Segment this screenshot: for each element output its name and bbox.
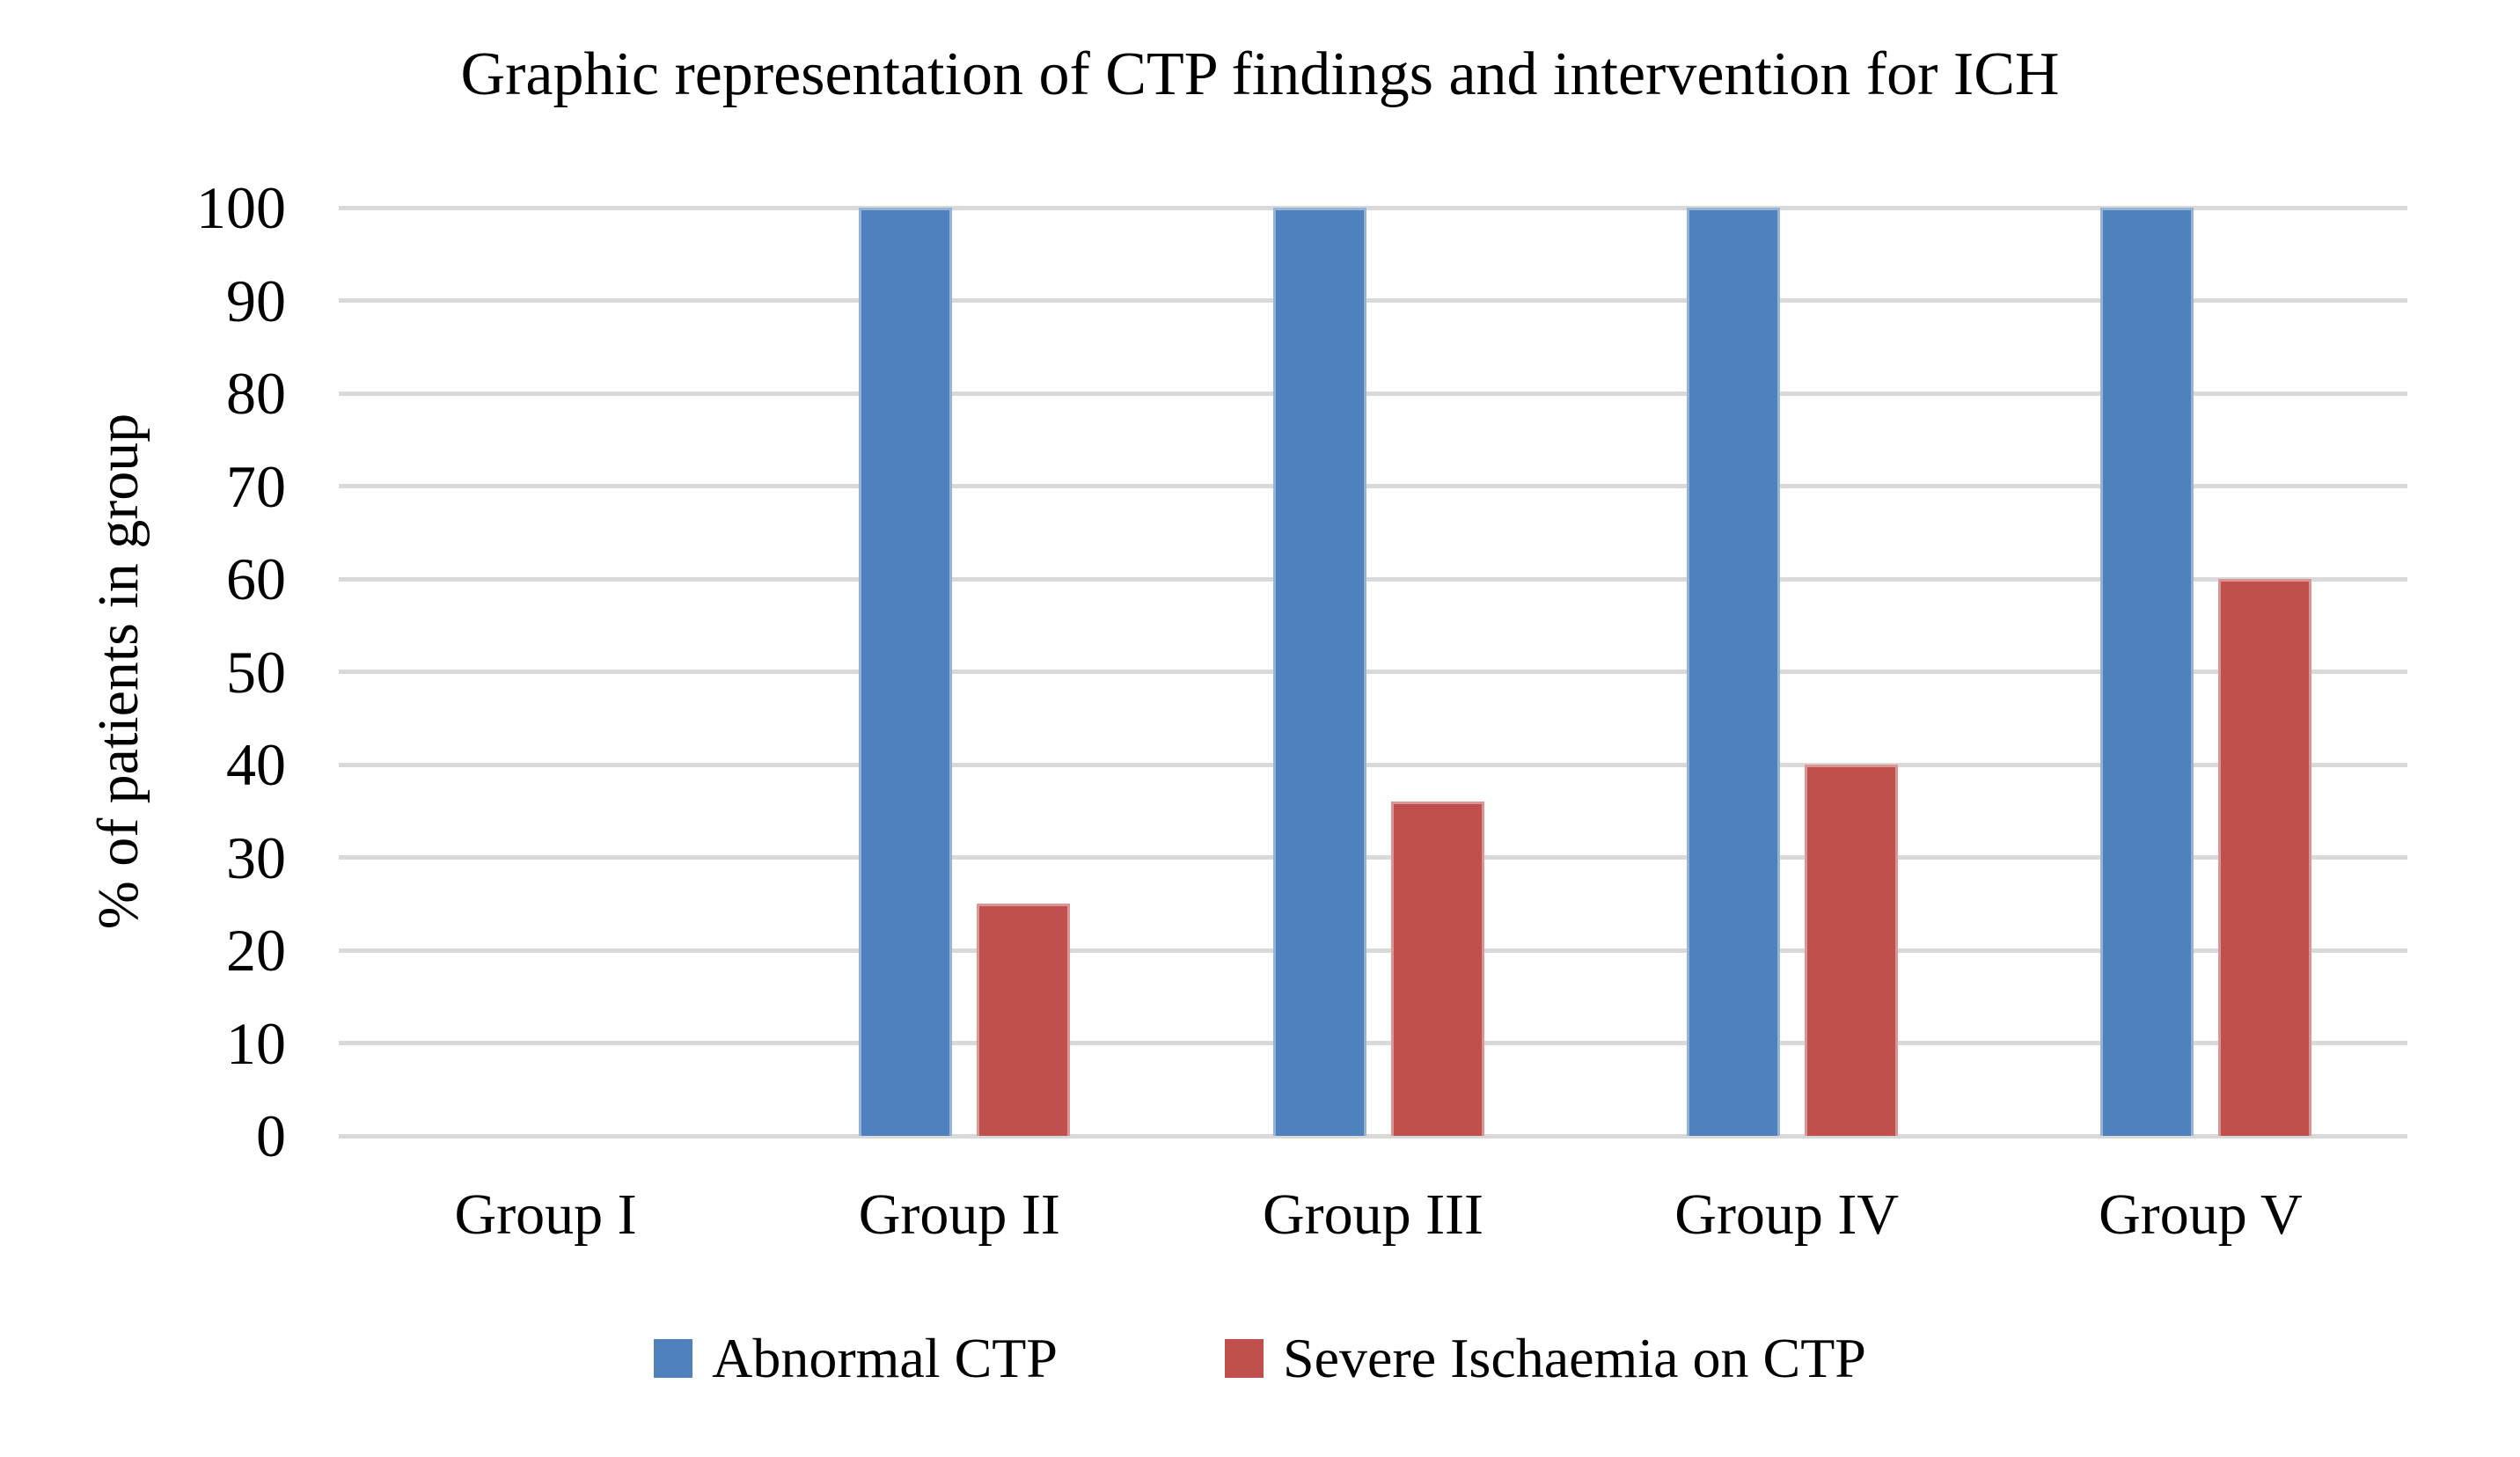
bar-severe-ischaemia-on-ctp-group-ii — [977, 904, 1071, 1136]
y-tick-label-60: 60 — [226, 545, 286, 612]
legend-label-abnormal-ctp: Abnormal CTP — [712, 1327, 1058, 1389]
legend: Abnormal CTP Severe Ischaemia on CTP — [0, 1330, 2520, 1387]
gridline-50 — [339, 670, 2407, 674]
gridline-100 — [339, 205, 2407, 210]
y-tick-label-10: 10 — [226, 1009, 286, 1077]
legend-item-abnormal-ctp: Abnormal CTP — [654, 1330, 1058, 1387]
y-tick-label-30: 30 — [226, 824, 286, 891]
y-axis-tick-labels: 0 10 20 30 40 50 60 70 80 90 100 — [88, 178, 286, 1166]
y-tick-label-0: 0 — [256, 1102, 286, 1169]
chart-title: Graphic representation of CTP findings a… — [460, 40, 2060, 108]
gridline-80 — [339, 391, 2407, 396]
gridline-20 — [339, 948, 2407, 953]
gridline-90 — [339, 298, 2407, 303]
bar-severe-ischaemia-on-ctp-group-iv — [1804, 765, 1898, 1136]
y-tick-label-90: 90 — [226, 267, 286, 334]
y-tick-label-50: 50 — [226, 638, 286, 706]
bar-severe-ischaemia-on-ctp-group-v — [2217, 579, 2311, 1136]
legend-swatch-abnormal-ctp — [654, 1339, 693, 1378]
x-label-group-iii: Group III — [1262, 1182, 1484, 1247]
gridline-60 — [339, 576, 2407, 582]
y-tick-label-70: 70 — [226, 452, 286, 520]
legend-label-severe-ischaemia-on-ctp: Severe Ischaemia on CTP — [1282, 1327, 1866, 1389]
gridline-10 — [339, 1041, 2407, 1045]
bar-severe-ischaemia-on-ctp-group-iii — [1390, 802, 1484, 1136]
legend-item-severe-ischaemia-on-ctp: Severe Ischaemia on CTP — [1224, 1327, 1866, 1389]
y-tick-label-20: 20 — [226, 917, 286, 984]
y-tick-label-100: 100 — [196, 174, 286, 241]
y-tick-label-80: 80 — [226, 360, 286, 427]
bar-abnormal-ctp-group-iv — [1686, 208, 1780, 1136]
x-axis-category-labels: Group I Group II Group III Group IV Group V — [339, 1186, 2407, 1265]
bar-abnormal-ctp-group-iii — [1272, 208, 1366, 1136]
gridline-0 — [339, 1133, 2407, 1139]
x-label-group-i: Group I — [454, 1182, 637, 1247]
x-label-group-v: Group V — [2099, 1182, 2303, 1247]
bar-abnormal-ctp-group-ii — [859, 208, 953, 1136]
gridline-40 — [339, 762, 2407, 767]
y-tick-label-40: 40 — [226, 731, 286, 798]
x-label-group-ii: Group II — [858, 1182, 1060, 1247]
bar-abnormal-ctp-group-v — [2099, 208, 2194, 1136]
legend-swatch-severe-ischaemia-on-ctp — [1224, 1339, 1264, 1378]
gridline-30 — [339, 855, 2407, 860]
plot-area — [339, 205, 2407, 1139]
gridline-70 — [339, 484, 2407, 488]
x-label-group-iv: Group IV — [1674, 1182, 1900, 1247]
